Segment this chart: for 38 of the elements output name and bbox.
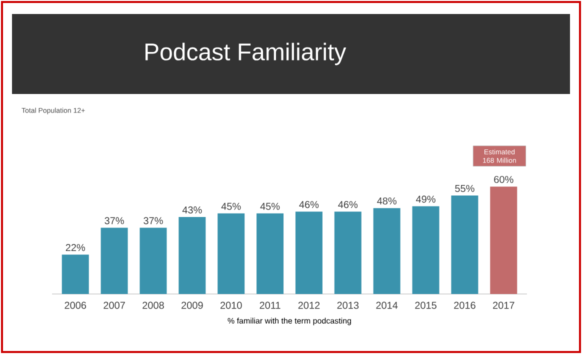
bar [178,217,206,294]
bar [256,213,284,294]
bar [334,212,362,294]
bar [373,208,400,294]
x-tick-label: 2008 [142,302,164,309]
x-tick-label: 2009 [182,302,203,309]
data-label: 45% [260,202,280,210]
x-tick-label: 2013 [337,302,359,309]
bar [140,228,167,294]
x-tick-label: 2015 [415,302,436,309]
x-tick-label: 2016 [454,302,476,309]
bar [62,254,89,294]
data-label: 43% [182,206,202,214]
bar [295,212,322,294]
bar [490,186,518,294]
x-tick-label: 2012 [298,302,320,309]
x-tick-label: 2006 [64,302,86,309]
x-tick-label: 2010 [220,302,242,309]
data-label: 46% [299,201,319,208]
x-tick-label: 2011 [260,302,280,309]
bar [451,196,478,294]
data-label: 46% [338,201,358,208]
data-label: 45% [221,202,241,210]
chart-title: Podcast Familiarity [146,42,346,66]
data-label: 37% [144,217,163,224]
data-label: 49% [416,196,436,203]
x-tick-label: 2007 [104,302,125,309]
data-label: 37% [104,217,124,224]
bar [218,213,245,294]
x-tick-label: 2014 [376,302,398,309]
data-label: 60% [494,176,514,184]
bar [412,206,440,294]
bar [100,228,128,294]
data-label: 55% [455,184,474,192]
data-label: 22% [66,244,86,252]
x-axis-title: % familiar with the term podcasting [228,318,351,326]
x-tick-label: 2017 [493,302,514,309]
data-label: 48% [377,197,396,205]
